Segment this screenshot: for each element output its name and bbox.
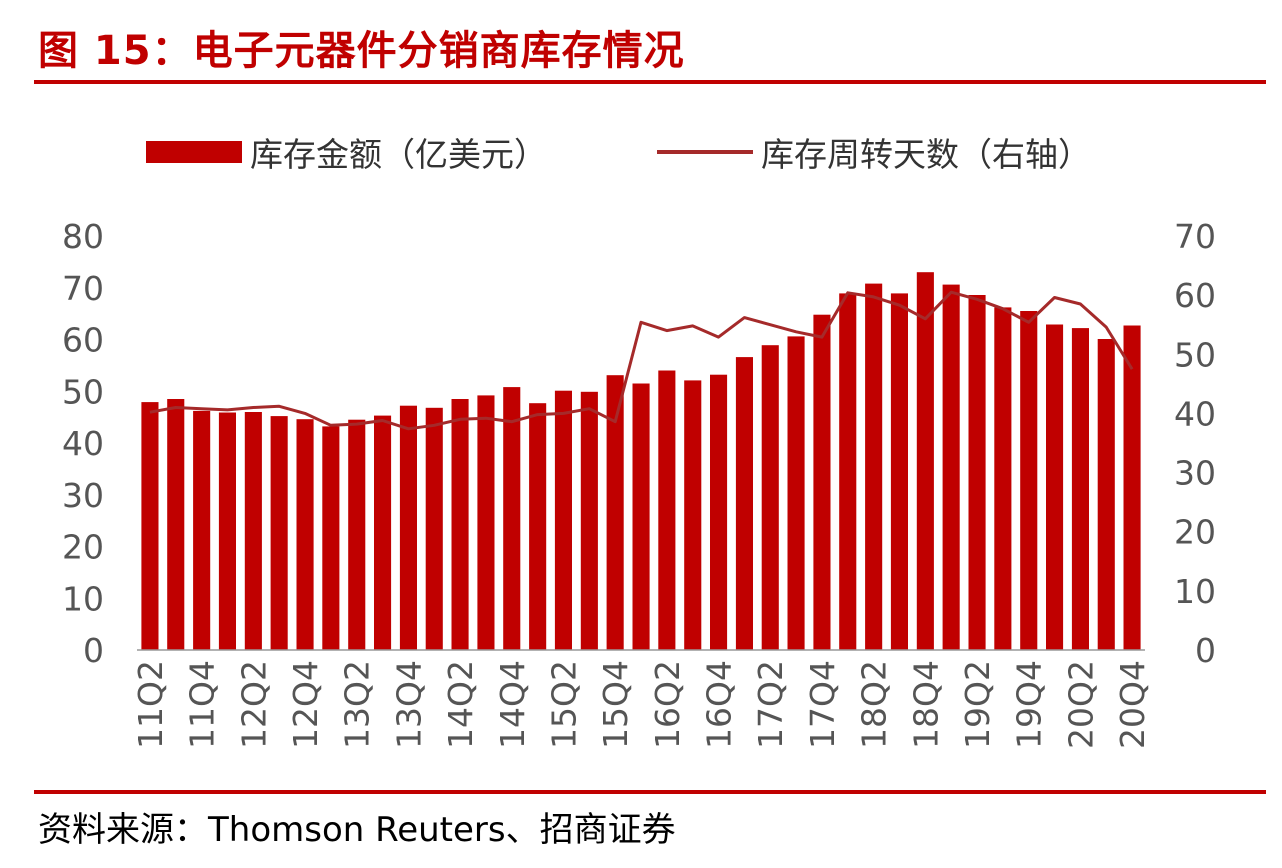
bar xyxy=(193,410,211,650)
left-y-tick-label: 0 xyxy=(83,631,104,670)
left-y-tick-label: 60 xyxy=(62,321,104,360)
left-y-tick-label: 10 xyxy=(62,579,104,618)
chart-legend: 库存金额（亿美元） 库存周转天数（右轴） xyxy=(0,128,1282,174)
bar xyxy=(270,416,288,650)
x-tick-label: 19Q2 xyxy=(958,660,997,749)
bar xyxy=(658,370,676,650)
turnover-days-line xyxy=(149,290,1134,431)
legend-label-inventory-value: 库存金额（亿美元） xyxy=(250,135,547,174)
x-tick-label: 18Q2 xyxy=(855,660,894,749)
left-y-tick-label: 30 xyxy=(62,476,104,515)
x-tick-label: 11Q2 xyxy=(131,660,170,749)
x-tick-label: 11Q4 xyxy=(183,660,222,749)
bar xyxy=(425,407,443,650)
bar xyxy=(865,283,883,650)
right-y-tick-label: 0 xyxy=(1195,631,1216,670)
bar xyxy=(710,374,728,650)
legend-label-turnover-days: 库存周转天数（右轴） xyxy=(761,135,1091,174)
x-tick-label: 12Q2 xyxy=(234,660,273,749)
bar xyxy=(580,391,598,650)
left-y-tick-label: 70 xyxy=(62,269,104,308)
bar xyxy=(1071,328,1089,650)
x-tick-label: 19Q4 xyxy=(1010,660,1049,749)
bar xyxy=(632,383,650,650)
bar xyxy=(1123,325,1141,650)
left-y-tick-label: 50 xyxy=(62,372,104,411)
right-y-tick-label: 30 xyxy=(1174,454,1216,493)
bar xyxy=(890,293,908,650)
bar xyxy=(1020,311,1038,650)
x-tick-label: 13Q4 xyxy=(389,660,428,749)
x-tick-label: 16Q2 xyxy=(648,660,687,749)
bar xyxy=(916,272,934,650)
bar xyxy=(684,380,702,650)
bar xyxy=(787,336,805,650)
x-tick-label: 18Q4 xyxy=(906,660,945,749)
right-y-tick-label: 60 xyxy=(1174,276,1216,315)
x-tick-label: 13Q2 xyxy=(338,660,377,749)
x-tick-label: 12Q4 xyxy=(286,660,325,749)
bar xyxy=(606,375,624,650)
bar xyxy=(141,402,159,650)
x-tick-label: 14Q2 xyxy=(441,660,480,749)
title-rule xyxy=(34,80,1266,84)
bar xyxy=(322,426,340,650)
bar xyxy=(348,419,366,650)
x-tick-label: 15Q4 xyxy=(596,660,635,749)
bar xyxy=(244,412,262,650)
bar xyxy=(218,412,236,650)
x-tick-label: 20Q2 xyxy=(1061,660,1100,749)
source-rule xyxy=(34,790,1266,794)
legend-item-turnover-days: 库存周转天数（右轴） xyxy=(657,128,1091,176)
bar xyxy=(994,307,1012,650)
bar xyxy=(503,387,521,650)
bar xyxy=(477,395,495,650)
bar xyxy=(1097,339,1115,650)
bar xyxy=(813,314,831,650)
bar xyxy=(167,399,185,650)
bar xyxy=(399,405,417,650)
bar xyxy=(554,390,572,650)
x-tick-label: 16Q4 xyxy=(700,660,739,749)
right-y-tick-label: 20 xyxy=(1174,513,1216,552)
legend-line-swatch xyxy=(657,150,753,154)
x-tick-label: 17Q2 xyxy=(751,660,790,749)
left-y-tick-label: 80 xyxy=(62,217,104,256)
x-tick-label: 15Q2 xyxy=(545,660,584,749)
right-y-tick-label: 10 xyxy=(1174,572,1216,611)
bar xyxy=(451,399,469,650)
bar xyxy=(839,293,857,650)
x-tick-label: 14Q4 xyxy=(493,660,532,749)
left-y-tick-label: 40 xyxy=(62,424,104,463)
bar xyxy=(761,345,779,650)
bar xyxy=(1046,324,1064,650)
x-tick-label: 17Q4 xyxy=(803,660,842,749)
x-tick-label: 20Q4 xyxy=(1113,660,1152,749)
source-note: 资料来源：Thomson Reuters、招商证券 xyxy=(38,810,676,850)
left-y-tick-label: 20 xyxy=(62,528,104,567)
bar xyxy=(735,357,753,650)
right-y-tick-label: 50 xyxy=(1174,335,1216,374)
legend-item-inventory-value: 库存金额（亿美元） xyxy=(146,128,547,176)
bar xyxy=(529,403,547,650)
figure-title: 图 15：电子元器件分销商库存情况 xyxy=(38,28,685,74)
bar xyxy=(296,419,314,650)
bar xyxy=(942,284,960,650)
legend-bar-swatch xyxy=(146,141,242,163)
bar xyxy=(374,415,392,650)
right-y-tick-label: 70 xyxy=(1174,217,1216,256)
right-y-tick-label: 40 xyxy=(1174,394,1216,433)
bar xyxy=(968,295,986,650)
